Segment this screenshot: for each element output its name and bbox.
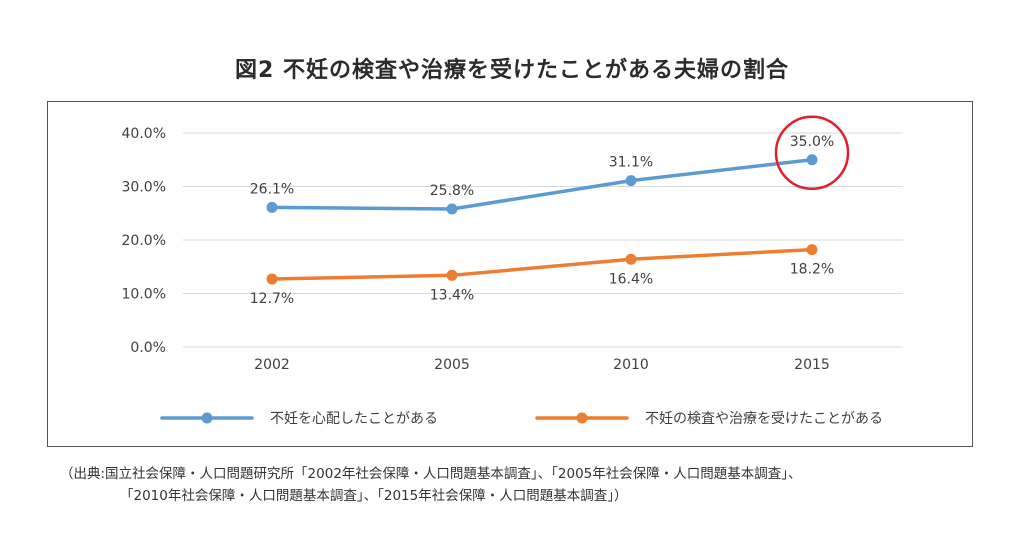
data-point <box>806 244 818 256</box>
data-label: 35.0% <box>790 134 834 150</box>
x-tick-label: 2015 <box>794 357 830 373</box>
data-point <box>446 269 458 281</box>
data-point <box>625 175 637 187</box>
data-label: 16.4% <box>609 271 653 287</box>
source-line-1: （出典:国立社会保障・人口問題研究所「2002年社会保障・人口問題基本調査」、「… <box>60 466 802 482</box>
series-line <box>270 158 814 211</box>
legend-marker <box>201 412 213 424</box>
y-tick-label: 20.0% <box>122 233 166 249</box>
data-point <box>446 203 458 215</box>
highlight-circle <box>774 115 850 190</box>
data-point <box>266 273 278 285</box>
data-point <box>806 154 818 166</box>
legend-label: 不妊の検査や治療を受けたことがある <box>645 410 883 427</box>
legend-marker <box>576 412 588 424</box>
y-tick-label: 30.0% <box>122 180 166 196</box>
y-tick-label: 40.0% <box>122 126 166 142</box>
source-note: （出典:国立社会保障・人口問題研究所「2002年社会保障・人口問題基本調査」、「… <box>60 463 1000 507</box>
data-label: 26.1% <box>250 181 294 197</box>
data-point <box>266 201 278 213</box>
chart-frame <box>47 101 973 447</box>
data-label: 13.4% <box>430 287 474 303</box>
x-tick-label: 2002 <box>254 357 290 373</box>
data-label: 25.8% <box>430 183 474 199</box>
y-tick-label: 0.0% <box>130 340 166 356</box>
legend-label: 不妊を心配したことがある <box>270 411 438 427</box>
data-label: 31.1% <box>609 155 653 171</box>
source-line-2: 「2010年社会保障・人口問題基本調査」、「2015年社会保障・人口問題基本調査… <box>120 488 628 504</box>
chart-title: 図2 不妊の検査や治療を受けたことがある夫婦の割合 <box>235 58 789 83</box>
data-label: 12.7% <box>250 291 294 307</box>
x-tick-label: 2005 <box>434 357 470 373</box>
data-label: 18.2% <box>790 262 834 278</box>
y-tick-label: 10.0% <box>122 287 166 303</box>
x-tick-label: 2010 <box>613 357 649 373</box>
series-line <box>270 247 814 281</box>
data-point <box>625 253 637 265</box>
